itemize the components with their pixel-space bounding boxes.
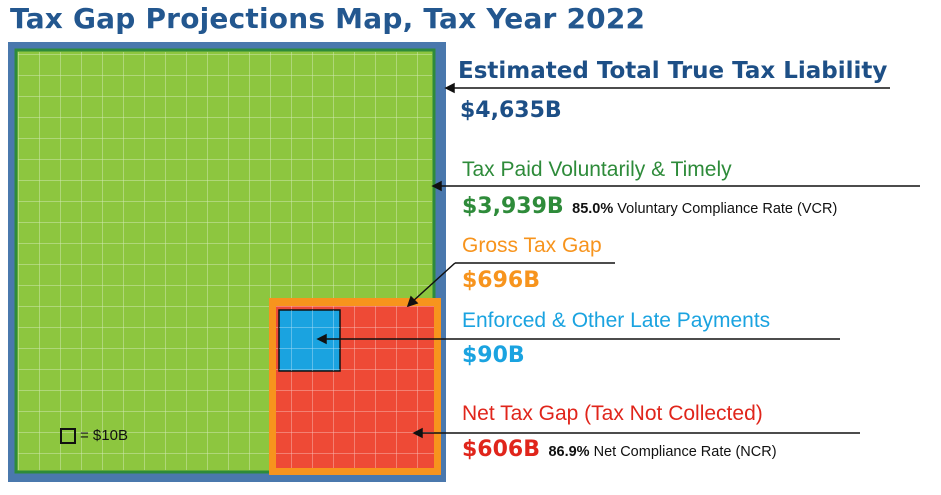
paid-heading: Tax Paid Voluntarily & Timely — [462, 158, 732, 181]
gross-amount: $696B — [462, 268, 540, 293]
legend-text: = $10B — [80, 427, 128, 444]
vcr-label: Voluntary Compliance Rate (VCR) — [617, 201, 838, 217]
net-amount: $606B — [462, 437, 540, 462]
enforced-heading: Enforced & Other Late Payments — [462, 309, 771, 332]
ncr-rate: 86.9% — [548, 444, 590, 460]
vcr-rate: 85.0% — [572, 201, 614, 217]
net-row: $606B 86.9% Net Compliance Rate (NCR) — [462, 437, 777, 462]
enforced-amount: $90B — [462, 343, 525, 368]
page-title: Tax Gap Projections Map, Tax Year 2022 — [10, 2, 646, 35]
paid-amount: $3,939B — [462, 194, 564, 219]
gross-heading: Gross Tax Gap — [462, 234, 602, 257]
paid-row: $3,939B 85.0% Voluntary Compliance Rate … — [462, 194, 837, 219]
total-heading: Estimated Total True Tax Liability — [458, 58, 888, 84]
net-heading: Net Tax Gap (Tax Not Collected) — [462, 402, 763, 425]
legend-square-icon — [60, 428, 76, 444]
ncr-label: Net Compliance Rate (NCR) — [593, 444, 777, 460]
total-amount: $4,635B — [460, 98, 562, 123]
